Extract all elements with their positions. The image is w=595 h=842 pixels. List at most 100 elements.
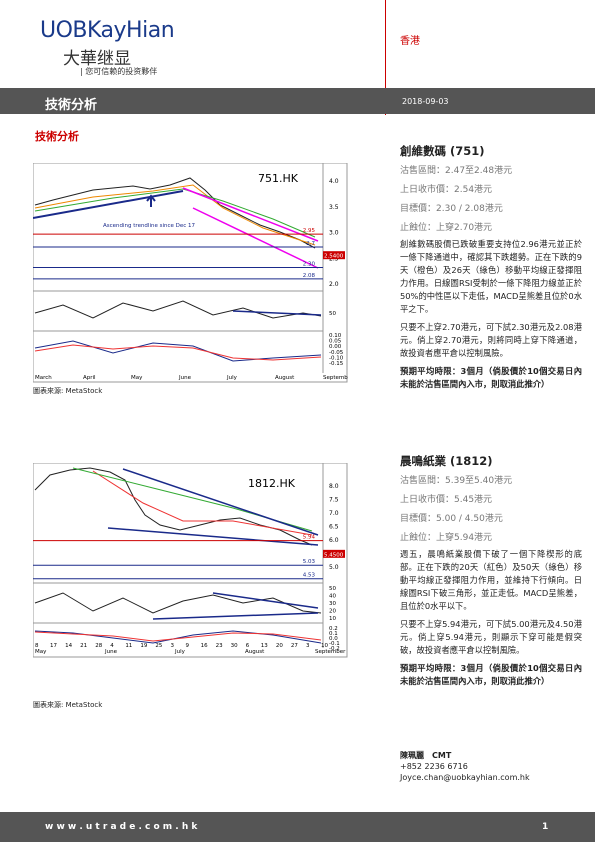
level-label: 2.7 <box>306 241 315 247</box>
contact: 陳珮麗 CMT +852 2236 6716 Joyce.chan@uobkay… <box>400 750 530 783</box>
stock-block: 晨鳴紙業 (1812) 沽售區間：5.39至5.40港元 上日收市價：5.45港元目… <box>400 455 582 693</box>
month-label: Septemb <box>323 375 348 381</box>
month-label: June <box>178 375 192 381</box>
rsi-trend <box>152 612 319 620</box>
paragraph: 只要不上穿2.70港元，可下試2.30港元及2.08港元。倘上穿2.70港元，則… <box>400 322 582 358</box>
signal-line <box>34 631 322 642</box>
month-label: June <box>104 649 118 655</box>
macd-label: -0.10 <box>329 355 344 361</box>
month-label: May <box>35 649 47 655</box>
horizon: 預期平均時限：3個月（倘股價於10個交易日內未能於沽售區間內入市，則取消此推介） <box>400 663 582 686</box>
wedge <box>122 468 319 536</box>
y-tick-label: 3.5 <box>329 204 339 211</box>
paragraph: 創維數碼股價已跌破重要支持位2.96港元並正於一條下降通道中，確認其下跌趨勢。正… <box>400 239 582 314</box>
chart-source: 圖表來源: MetaStock <box>33 387 103 395</box>
day-label: 11 <box>125 643 132 649</box>
banner-date: 2018-09-03 <box>402 97 449 106</box>
level-label: 5.94 <box>303 535 316 541</box>
wedge <box>107 527 319 546</box>
level-label: 2.30 <box>303 262 316 268</box>
logo-text: UOBKayHian <box>40 18 175 43</box>
section-title: 技術分析 <box>35 130 79 143</box>
rsi-label: 50 <box>329 586 336 592</box>
horizon: 預期平均時限：3個月（倘股價於10個交易日內未能於沽售區間內入市，則取消此推介） <box>400 366 582 389</box>
day-label: 9 <box>186 643 190 649</box>
logo: UOBKayHian <box>40 18 175 43</box>
day-label: 30 <box>231 643 238 649</box>
month-label: September <box>315 649 346 655</box>
day-label: 19 <box>140 643 147 649</box>
banner <box>0 88 595 114</box>
rsi-trend <box>212 592 319 609</box>
channel <box>192 207 319 269</box>
stock-name: 晨鳴紙業 (1812) <box>400 454 493 468</box>
stock-field: 沽售區間：2.47至2.48港元 <box>400 166 513 176</box>
macd-label: 0.10 <box>329 333 342 339</box>
price-label: 5.4500 <box>324 552 344 558</box>
contact-email: Joyce.chan@uobkayhian.com.hk <box>400 773 530 782</box>
chart-ticker: 751.HK <box>258 172 299 185</box>
level-label: 2.08 <box>303 273 316 279</box>
day-label: 17 <box>50 643 57 649</box>
ma26 <box>34 188 316 238</box>
stock-field: 上日收市價：5.45港元 <box>400 495 493 505</box>
rsi-label: 40 <box>329 594 336 600</box>
chart-frame <box>33 463 348 658</box>
signal-line <box>34 344 322 361</box>
footer <box>0 812 595 842</box>
level-label: 2.95 <box>303 228 316 234</box>
rsi-label: 30 <box>329 601 336 607</box>
stock-name: 創維數碼 (751) <box>400 144 485 158</box>
footer-url: w w w . u t r a d e . c o m . h k <box>45 822 198 832</box>
macd-label: 0.05 <box>329 339 342 345</box>
ma9 <box>34 184 316 246</box>
ma20 <box>92 470 313 536</box>
day-label: 8 <box>35 643 39 649</box>
macd-line <box>34 340 322 362</box>
chart-source: 圖表來源: MetaStock <box>33 701 103 709</box>
day-label: 27 <box>291 643 298 649</box>
day-label: 28 <box>95 643 102 649</box>
stock-block: 創維數碼 (751) 沽售區間：2.47至2.48港元 上日收市價：2.54港元 目標… <box>400 145 582 396</box>
tagline: | 您可信赖的投资夥伴 <box>80 67 158 76</box>
day-label: 4 <box>110 643 114 649</box>
stock-chart: 1812.HK8.07.57.06.56.05.55.05.945.034.53… <box>33 463 348 658</box>
page-number: 1 <box>542 822 549 832</box>
divider <box>385 0 386 115</box>
month-label: March <box>35 375 52 381</box>
region: 香港 <box>400 36 420 47</box>
level-label: 4.53 <box>303 573 316 579</box>
y-tick-label: 8.0 <box>329 483 339 490</box>
price-line <box>34 177 316 249</box>
y-tick-label: 5.0 <box>329 564 339 571</box>
macd-label: 0.0 <box>329 636 338 642</box>
arrow <box>146 194 156 207</box>
month-label: May <box>131 375 143 381</box>
day-label: 6 <box>246 643 250 649</box>
rsi-label: 10 <box>329 616 336 622</box>
day-label: 10 <box>321 643 328 649</box>
y-tick-label: 2.0 <box>329 281 339 288</box>
contact-name: 陳珮麗 CMT <box>400 751 452 760</box>
price-box <box>323 251 345 260</box>
stock-field: 沽售區間：5.39至5.40港元 <box>400 476 513 486</box>
stock-field: 目標價：5.00 / 4.50港元 <box>400 514 503 524</box>
paragraph: 週五，晨鳴紙業股價下破了一個下降楔形的底部。正在下跌的20天（紅色）及50天（綠… <box>400 549 582 611</box>
day-label: 25 <box>155 643 162 649</box>
day-label: 14 <box>65 643 72 649</box>
macd-label: -0.15 <box>329 361 344 367</box>
month-label: July <box>226 375 238 381</box>
stock-field: 止蝕位：上穿2.70港元 <box>400 223 493 233</box>
paragraph: 只要不上穿5.94港元，可下試5.00港元及4.50港元。倘上穿5.94港元，則… <box>400 619 582 655</box>
day-label: 20 <box>276 643 283 649</box>
price-label: 2.5400 <box>324 254 344 260</box>
rsi-label: 50 <box>329 311 336 317</box>
day-label: 3 <box>170 643 174 649</box>
y-tick-label: 7.5 <box>329 497 339 504</box>
macd-label: -0.1 <box>329 641 340 647</box>
y-tick-label: 4.0 <box>329 178 339 185</box>
month-label: July <box>174 649 186 655</box>
annotation: Ascending trendline since Dec 17 <box>103 223 196 229</box>
contact-phone: +852 2236 6716 <box>400 762 468 771</box>
